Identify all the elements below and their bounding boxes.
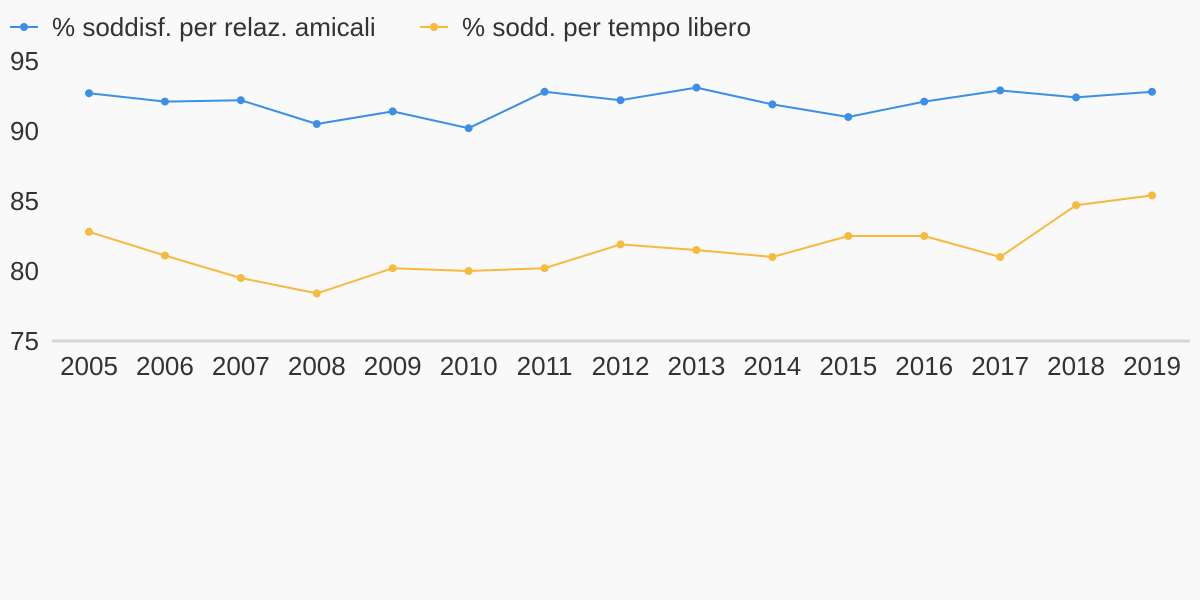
x-tick-label: 2012 [592,351,650,381]
y-tick-label: 90 [10,116,39,146]
series [85,191,1156,298]
x-tick-label: 2006 [136,351,194,381]
data-point [85,227,93,236]
data-point [1072,93,1081,102]
data-point [540,87,549,96]
legend-dot-marker [20,23,28,31]
data-point [464,124,473,133]
legend: % soddisf. per relaz. amicali % sodd. per… [10,12,751,42]
y-axis: 75 80 85 90 95 [10,46,39,356]
data-point [844,232,853,240]
legend-item: % soddisf. per relaz. amicali [10,12,376,42]
x-tick-label: 2014 [743,351,801,381]
data-point [920,232,929,240]
x-tick-label: 2019 [1123,351,1181,381]
data-point [160,97,169,106]
data-point [996,86,1005,95]
x-axis: 2005 2006 2007 2008 2009 2010 2011 2012 2013 2014… [60,351,1181,381]
data-point [1148,87,1156,96]
data-point [160,251,169,260]
x-tick-label: 2008 [288,351,346,381]
legend-label: % soddisf. per relaz. amicali [52,12,376,42]
data-point [1148,191,1156,200]
data-point [312,289,321,298]
data-point [616,96,625,105]
data-point [312,120,321,128]
data-point [464,267,473,275]
data-point [844,113,853,121]
data-point [616,240,625,249]
data-point [388,264,397,273]
x-tick-label: 2013 [668,351,726,381]
data-point [768,253,777,261]
data-point [85,89,93,98]
x-tick-label: 2007 [212,351,270,381]
data-point [768,100,777,109]
data-point [692,83,701,92]
series-group [85,83,1156,298]
y-tick-label: 95 [10,46,39,76]
x-tick-label: 2010 [440,351,498,381]
y-tick-label: 80 [10,256,39,286]
data-point [236,274,245,282]
data-point [388,107,397,116]
data-point [540,264,549,273]
x-tick-label: 2005 [60,351,118,381]
legend-label: % sodd. per tempo libero [462,12,751,42]
x-tick-label: 2011 [517,351,573,381]
x-tick-label: 2016 [895,351,953,381]
data-point [996,253,1005,261]
x-tick-label: 2015 [819,351,877,381]
legend-item: % sodd. per tempo libero [420,12,751,42]
x-tick-label: 2009 [364,351,422,381]
data-point [692,246,701,254]
data-point [236,96,245,105]
data-point [920,97,929,106]
series-line [88,86,1153,130]
series [85,83,1156,133]
legend-dot-marker [430,23,438,31]
x-tick-label: 2018 [1047,351,1105,381]
x-tick-label: 2017 [971,351,1029,381]
y-tick-label: 85 [10,186,39,216]
y-tick-label: 75 [10,326,39,356]
data-point [1072,201,1081,210]
